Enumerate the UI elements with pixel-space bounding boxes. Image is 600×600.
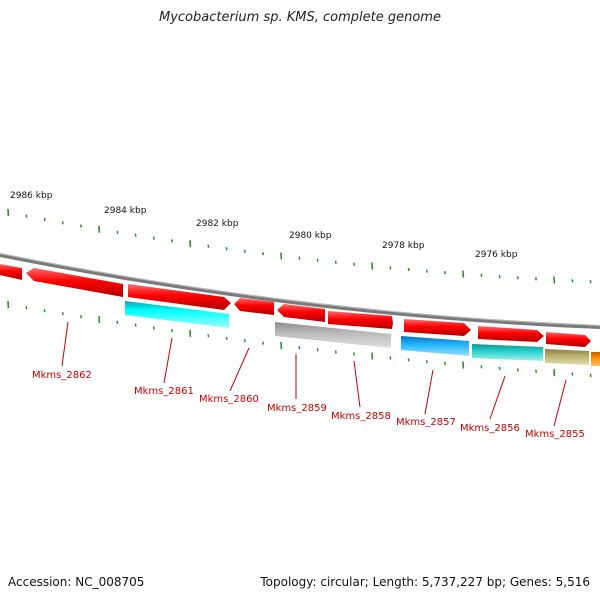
callout-line <box>353 360 361 408</box>
gene-arrow-mkms-2858[interactable] <box>328 311 393 329</box>
gene-label-mkms-2859[interactable]: Mkms_2859 <box>267 403 327 414</box>
callout-line <box>553 379 567 427</box>
callout-line <box>163 337 173 384</box>
genome-backbone-highlight <box>0 253 600 326</box>
callout-line <box>229 347 250 392</box>
genome-title: Mycobacterium sp. KMS, complete genome <box>159 10 441 25</box>
gene-arrow-mkms-2855[interactable] <box>546 332 591 347</box>
gene-label-mkms-2856[interactable]: Mkms_2856 <box>460 423 520 434</box>
callout-line <box>61 321 69 367</box>
callout-line <box>489 375 506 420</box>
gene-arrow-mkms-2862[interactable] <box>0 264 22 280</box>
gene-arrow-mkms-2856[interactable] <box>478 326 544 342</box>
inner-scale-ticks <box>7 300 592 377</box>
gene-arrow-mkms-2860[interactable] <box>234 298 274 315</box>
annotation-blocks <box>125 301 600 366</box>
gene-label-mkms-2855[interactable]: Mkms_2855 <box>525 429 585 440</box>
genome-backbone <box>0 253 600 329</box>
scale-labels: 2986 kbp 2984 kbp 2982 kbp 2980 kbp 2978… <box>10 191 518 260</box>
scale-label: 2978 kbp <box>382 241 425 251</box>
gene-arrows <box>0 264 591 347</box>
scale-label: 2976 kbp <box>475 250 518 260</box>
scale-label: 2986 kbp <box>10 191 53 201</box>
gene-arrow-mkms-2857[interactable] <box>404 319 471 336</box>
gene-label-mkms-2861[interactable]: Mkms_2861 <box>134 386 194 397</box>
scale-label: 2980 kbp <box>289 231 332 241</box>
gene-label-mkms-2860[interactable]: Mkms_2860 <box>199 394 259 405</box>
gene-label-mkms-2862[interactable]: Mkms_2862 <box>32 370 92 381</box>
accession-text: Accession: NC_008705 <box>8 575 145 589</box>
gene-label-mkms-2858[interactable]: Mkms_2858 <box>331 411 391 422</box>
topology-text: Topology: circular; Length: 5,737,227 bp… <box>260 575 590 589</box>
annotation-orange <box>591 352 600 366</box>
scale-label: 2982 kbp <box>196 219 239 229</box>
annotation-teal <box>472 344 543 361</box>
gene-labels: Mkms_2862 Mkms_2861 Mkms_2860 Mkms_2859 … <box>32 370 585 440</box>
annotation-blue <box>401 336 469 356</box>
gene-arrow-mkms-2859[interactable] <box>277 304 325 322</box>
gene-arrow-mkms-2862b[interactable] <box>26 268 123 297</box>
annotation-cyan <box>125 301 229 328</box>
gene-callouts <box>61 321 567 427</box>
gene-arrow-mkms-2861[interactable] <box>128 284 231 310</box>
outer-scale-ticks <box>7 209 592 284</box>
annotation-gray <box>275 322 391 348</box>
gene-label-mkms-2857[interactable]: Mkms_2857 <box>396 417 456 428</box>
callout-line <box>424 369 434 415</box>
annotation-olive <box>545 349 589 365</box>
scale-label: 2984 kbp <box>104 206 147 216</box>
